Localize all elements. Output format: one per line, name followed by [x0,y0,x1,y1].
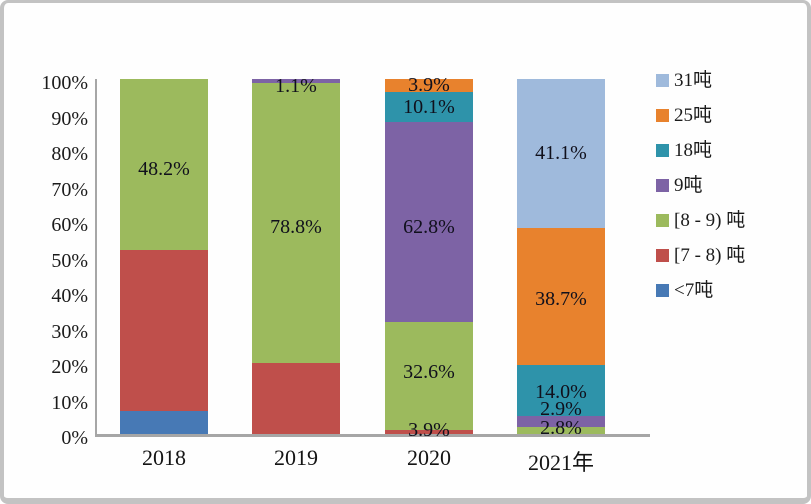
bar-segment [385,122,473,322]
bar-column: 48.2% [120,79,208,434]
legend-item: 18吨 [656,133,745,168]
bar-segment [517,227,605,365]
y-axis-tick: 50% [51,249,88,272]
legend-swatch-icon [656,74,669,87]
bar-segment [385,321,473,431]
legend-item: [8 - 9) 吨 [656,203,745,238]
legend-label: <7吨 [674,280,714,301]
bar-value-label: 10.1% [403,96,455,119]
y-axis-tick: 30% [51,320,88,343]
y-axis-tick: 100% [41,72,88,94]
legend-label: 31吨 [674,70,713,91]
bar-column: 3.9% 32.6% 62.8% 10.1% 3.9% [385,75,473,440]
plot-area: 48.2% 2018 78.8% 1.1% 2019 3.9% 32.6% 62.8% 10.1… [95,75,650,474]
bar-segment [385,79,473,93]
bar-segment [120,250,208,411]
bar-segment [252,79,340,83]
legend-item: 31吨 [656,63,745,98]
legend-item: [7 - 8) 吨 [656,238,745,273]
y-axis: 100% 90% 80% 70% 60% 50% 40% 30% 20% 10% 0% [0,73,88,448]
x-axis-label: 2019 [274,445,318,470]
legend-label: [7 - 8) 吨 [674,245,746,266]
legend-label: 25吨 [674,105,713,126]
bar-value-label: 3.9% [408,74,450,97]
bar-segment [120,79,208,251]
bar-value-label: 62.8% [403,216,455,239]
bar-segment [517,416,605,427]
bar-value-label: 3.9% [408,419,450,442]
bar-value-label: 78.8% [270,216,322,239]
bar-segment [252,82,340,363]
x-axis-label: 2020 [407,445,451,470]
x-axis-label: 2021年 [527,450,595,475]
y-axis-tick: 40% [51,285,88,307]
bar-value-label: 32.6% [403,360,455,383]
bar-segment [385,430,473,434]
legend-swatch-icon [656,109,669,122]
bar-value-label: 2.9% [540,398,582,421]
legend-label: [8 - 9) 吨 [674,210,746,231]
legend-label: 18吨 [674,140,713,161]
legend-swatch-icon [656,284,669,297]
bar-value-label: 1.1% [275,75,317,98]
legend-swatch-icon [656,144,669,157]
y-axis-tick: 10% [51,391,88,414]
bar-value-label: 38.7% [535,288,587,311]
bar-value-label: 2.8% [540,416,582,439]
bar-segment [252,362,340,434]
legend-swatch-icon [656,249,669,262]
bar-value-label: 41.1% [535,141,587,164]
bar-segment [517,364,605,417]
y-axis-tick: 60% [51,214,88,236]
bar-segment [517,426,605,434]
bar-column: 78.8% 1.1% [252,75,340,434]
y-axis-tick: 80% [51,143,88,165]
legend-item: 9吨 [656,168,745,203]
y-axis-tick: 0% [61,427,88,449]
bar-segment [385,92,473,123]
y-axis-tick: 90% [51,107,88,130]
x-axis-label: 2018 [142,445,186,470]
legend-swatch-icon [656,179,669,192]
legend-label: 9吨 [674,175,703,196]
bar-value-label: 14.0% [535,381,587,404]
bar-column: 2.8% 2.9% 14.0% 38.7% 41.1% [517,79,605,438]
bar-segment [120,410,208,434]
legend-swatch-icon [656,214,669,227]
legend-item: <7吨 [656,273,745,308]
legend: 31吨 25吨 18吨 9吨 [8 - 9) 吨 [7 - 8) 吨 <7吨 [656,63,745,308]
bar-segment [517,79,605,228]
legend-item: 25吨 [656,98,745,133]
bar-value-label: 48.2% [138,157,190,180]
y-axis-tick: 20% [51,356,88,378]
y-axis-tick: 70% [51,178,88,201]
